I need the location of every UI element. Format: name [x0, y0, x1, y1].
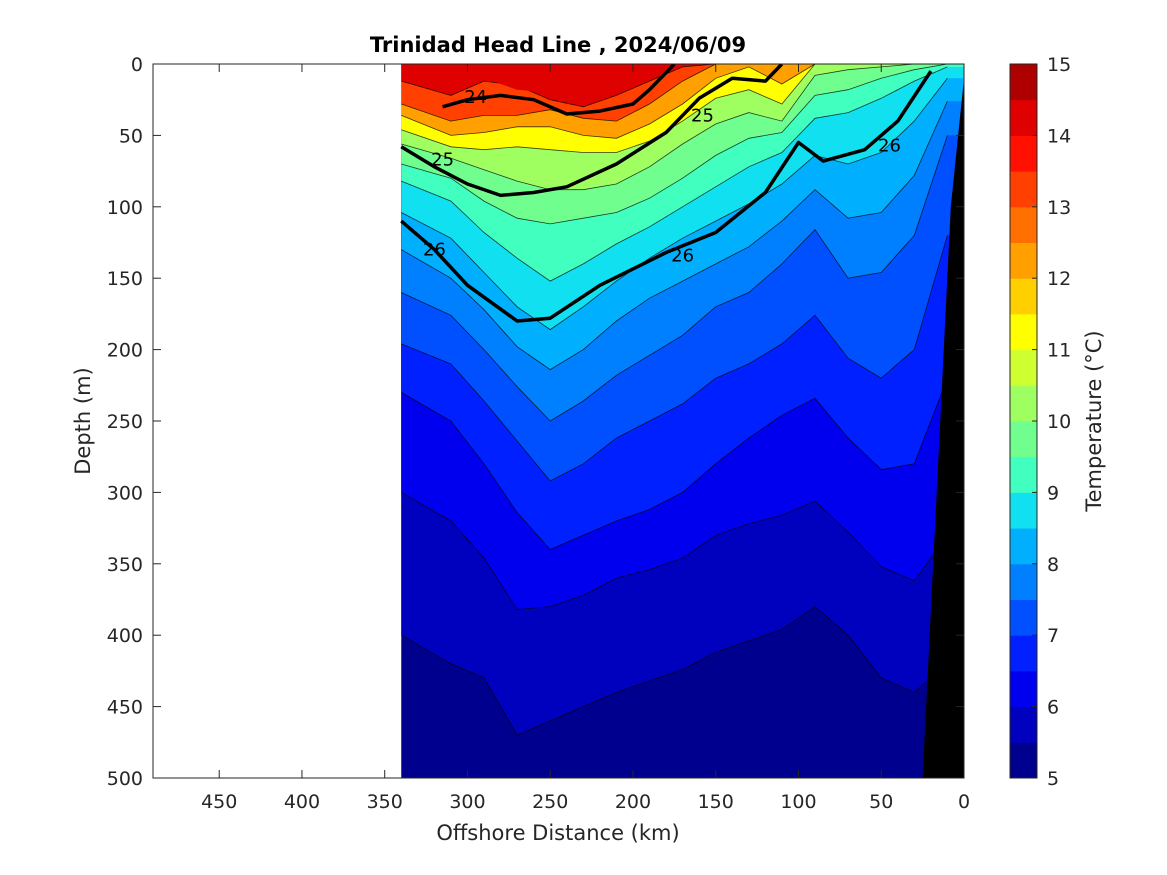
- x-tick-label: 450: [201, 791, 237, 813]
- y-tick-label: 500: [107, 768, 143, 790]
- x-tick-label: 150: [698, 791, 734, 813]
- colorbar-tick-label: 13: [1047, 197, 1071, 219]
- colorbar-tick-label: 8: [1047, 554, 1059, 576]
- colorbar-tick-label: 11: [1047, 340, 1071, 362]
- isotherm-line: [401, 235, 948, 482]
- colorbar-label: Temperature (°C): [1082, 330, 1106, 512]
- colorbar-segment: [1010, 563, 1037, 600]
- x-axis: 450 400 350 300 250 200 150 100 50 0: [201, 64, 970, 813]
- isotherm-line: [401, 378, 948, 550]
- x-tick-label: 350: [367, 791, 403, 813]
- temperature-field: [401, 64, 964, 778]
- colorbar-tick-label: 10: [1047, 411, 1071, 433]
- colorbar-segment: [1010, 64, 1037, 101]
- contour-label: 26: [671, 245, 694, 266]
- colorbar-segment: [1010, 528, 1037, 565]
- contour-label: 25: [691, 105, 714, 126]
- isotherm-line: [401, 64, 948, 122]
- density-contour-24: [442, 64, 676, 116]
- colorbar-segment: [1010, 206, 1037, 243]
- y-tick-label: 100: [107, 197, 143, 219]
- isotherm-line: [401, 64, 948, 139]
- isotherm-line: [401, 606, 948, 736]
- y-axis-label: Depth (m): [71, 367, 95, 474]
- colorbar-segment: [1010, 456, 1037, 493]
- y-tick-label: 300: [107, 482, 143, 504]
- colorbar-tick-label: 6: [1047, 697, 1059, 719]
- x-axis-label: Offshore Distance (km): [436, 821, 679, 845]
- colorbar-segment: [1010, 670, 1037, 708]
- colorbar-segment: [1010, 135, 1037, 172]
- y-axis: 0 50 100 150 200 250 300 350 400 450 500: [107, 54, 964, 790]
- y-tick-label: 200: [107, 340, 143, 362]
- density-contour-26: [400, 70, 933, 323]
- isotherm-line: [401, 100, 948, 371]
- x-tick-label: 400: [284, 791, 320, 813]
- isotherm-line: [401, 64, 948, 153]
- y-tick-label: 350: [107, 554, 143, 576]
- x-tick-label: 100: [780, 791, 816, 813]
- isotherm-line: [401, 135, 948, 422]
- x-tick-label: 300: [449, 791, 485, 813]
- x-tick-label: 200: [615, 791, 651, 813]
- seafloor-topography: [922, 78, 964, 779]
- x-tick-label: 250: [532, 791, 568, 813]
- isotherm-line: [401, 492, 948, 610]
- colorbar-segment: [1010, 492, 1037, 529]
- y-tick-label: 450: [107, 697, 143, 719]
- colorbar-segment: [1010, 635, 1037, 672]
- colorbar-segment: [1010, 313, 1037, 351]
- colorbar-segment: [1010, 706, 1037, 743]
- contour-label: 25: [431, 150, 454, 171]
- density-contours: [400, 64, 933, 323]
- colorbar-segment: [1010, 349, 1037, 386]
- colorbar-segment: [1010, 242, 1037, 279]
- colorbar-segment: [1010, 742, 1037, 779]
- y-tick-label: 50: [119, 125, 143, 147]
- y-tick-label: 0: [131, 54, 143, 76]
- colorbar-tick-label: 7: [1047, 625, 1059, 647]
- colorbar-segment: [1010, 421, 1037, 458]
- contour-labels: 24 25 25 26 26 26: [423, 87, 901, 267]
- contour-label: 24: [464, 87, 487, 108]
- chart-title: Trinidad Head Line , 2024/06/09: [370, 33, 746, 57]
- colorbar-segment: [1010, 385, 1037, 422]
- x-tick-label: 50: [869, 791, 893, 813]
- contour-label: 26: [423, 240, 446, 261]
- colorbar: 5 6 7 8 9 10 11 12 13 14 15: [1009, 54, 1071, 790]
- colorbar-tick-label: 14: [1047, 125, 1071, 147]
- contour-label: 26: [878, 135, 901, 156]
- colorbar-tick-label: 12: [1047, 268, 1071, 290]
- density-contour-25: [400, 64, 784, 198]
- y-tick-label: 250: [107, 411, 143, 433]
- isotherm-line: [401, 64, 948, 191]
- colorbar-tick-label: 15: [1047, 54, 1071, 76]
- colorbar-tick-label: 5: [1047, 768, 1059, 790]
- isotherm-line: [401, 66, 948, 282]
- isotherm-line: [401, 78, 948, 331]
- colorbar-tick-label: 9: [1047, 482, 1059, 504]
- colorbar-segment: [1010, 171, 1037, 208]
- colorbar-segment: [1010, 599, 1037, 636]
- y-tick-label: 150: [107, 268, 143, 290]
- isotherm-line: [401, 64, 948, 225]
- x-tick-label: 0: [958, 791, 970, 813]
- y-tick-label: 400: [107, 625, 143, 647]
- colorbar-segment: [1010, 278, 1037, 315]
- colorbar-segment: [1010, 99, 1037, 136]
